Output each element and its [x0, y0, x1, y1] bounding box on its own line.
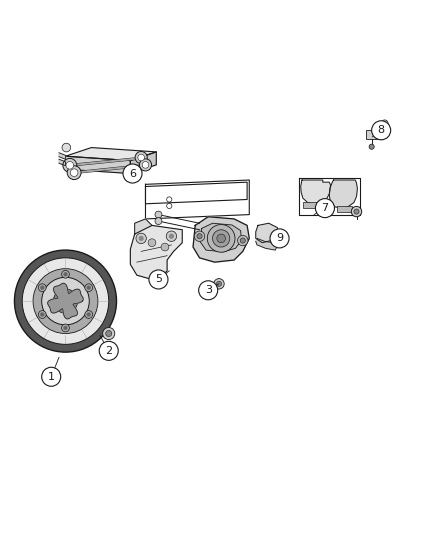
Circle shape [142, 161, 149, 168]
Polygon shape [48, 283, 83, 319]
Bar [303, 201, 318, 208]
Circle shape [214, 279, 224, 289]
Circle shape [14, 250, 117, 352]
Polygon shape [131, 225, 182, 279]
Circle shape [169, 233, 174, 239]
Polygon shape [200, 223, 241, 252]
Circle shape [99, 341, 118, 360]
Circle shape [39, 311, 46, 318]
Circle shape [40, 312, 44, 317]
Circle shape [216, 281, 222, 286]
Circle shape [155, 211, 162, 218]
Circle shape [167, 204, 172, 208]
Circle shape [67, 166, 81, 180]
Circle shape [87, 312, 91, 317]
Circle shape [62, 270, 69, 278]
Circle shape [64, 326, 67, 330]
Text: 5: 5 [155, 274, 162, 285]
Polygon shape [59, 153, 66, 159]
Polygon shape [145, 182, 247, 204]
Circle shape [161, 243, 169, 251]
Polygon shape [193, 217, 249, 262]
Circle shape [63, 158, 77, 172]
Circle shape [135, 151, 147, 164]
Circle shape [66, 161, 74, 169]
Circle shape [85, 311, 92, 318]
Circle shape [102, 327, 115, 340]
Text: 7: 7 [321, 203, 328, 213]
Circle shape [62, 324, 69, 332]
Circle shape [123, 164, 142, 183]
Circle shape [237, 236, 248, 246]
Circle shape [207, 224, 235, 252]
Text: 2: 2 [105, 346, 112, 356]
Circle shape [39, 284, 46, 292]
Polygon shape [134, 219, 152, 234]
Bar [366, 130, 381, 139]
Text: 8: 8 [378, 125, 385, 135]
Text: 3: 3 [205, 285, 212, 295]
Circle shape [155, 217, 162, 224]
Circle shape [212, 230, 230, 247]
Circle shape [270, 229, 289, 248]
Circle shape [71, 169, 78, 176]
Polygon shape [256, 238, 277, 250]
Circle shape [139, 159, 152, 171]
Circle shape [62, 143, 71, 152]
Circle shape [217, 234, 226, 243]
Circle shape [315, 199, 335, 217]
Text: 9: 9 [276, 233, 283, 244]
Polygon shape [145, 180, 249, 219]
Circle shape [381, 120, 388, 127]
Circle shape [167, 197, 172, 202]
Circle shape [85, 284, 92, 292]
Circle shape [42, 367, 61, 386]
Circle shape [166, 231, 177, 241]
Circle shape [149, 270, 168, 289]
Circle shape [87, 286, 91, 290]
Circle shape [64, 272, 67, 277]
Polygon shape [329, 180, 357, 208]
Circle shape [136, 233, 146, 244]
Circle shape [40, 286, 44, 290]
Circle shape [106, 330, 112, 336]
Circle shape [42, 277, 89, 325]
Circle shape [194, 231, 205, 241]
Circle shape [138, 236, 144, 241]
Text: 1: 1 [48, 372, 55, 382]
Circle shape [197, 233, 202, 239]
Polygon shape [299, 178, 360, 215]
Circle shape [354, 209, 359, 214]
Polygon shape [66, 156, 131, 174]
Circle shape [148, 239, 156, 247]
Polygon shape [59, 159, 66, 166]
Circle shape [22, 258, 109, 344]
Bar [337, 206, 352, 213]
Circle shape [53, 289, 78, 313]
Circle shape [138, 154, 145, 161]
Circle shape [369, 144, 374, 149]
Circle shape [199, 281, 218, 300]
Polygon shape [131, 152, 156, 174]
Text: 6: 6 [129, 168, 136, 179]
Circle shape [33, 269, 98, 334]
Circle shape [351, 206, 362, 217]
Polygon shape [256, 223, 277, 243]
Circle shape [372, 121, 391, 140]
Circle shape [240, 238, 245, 243]
Polygon shape [301, 180, 331, 204]
Polygon shape [66, 148, 156, 160]
